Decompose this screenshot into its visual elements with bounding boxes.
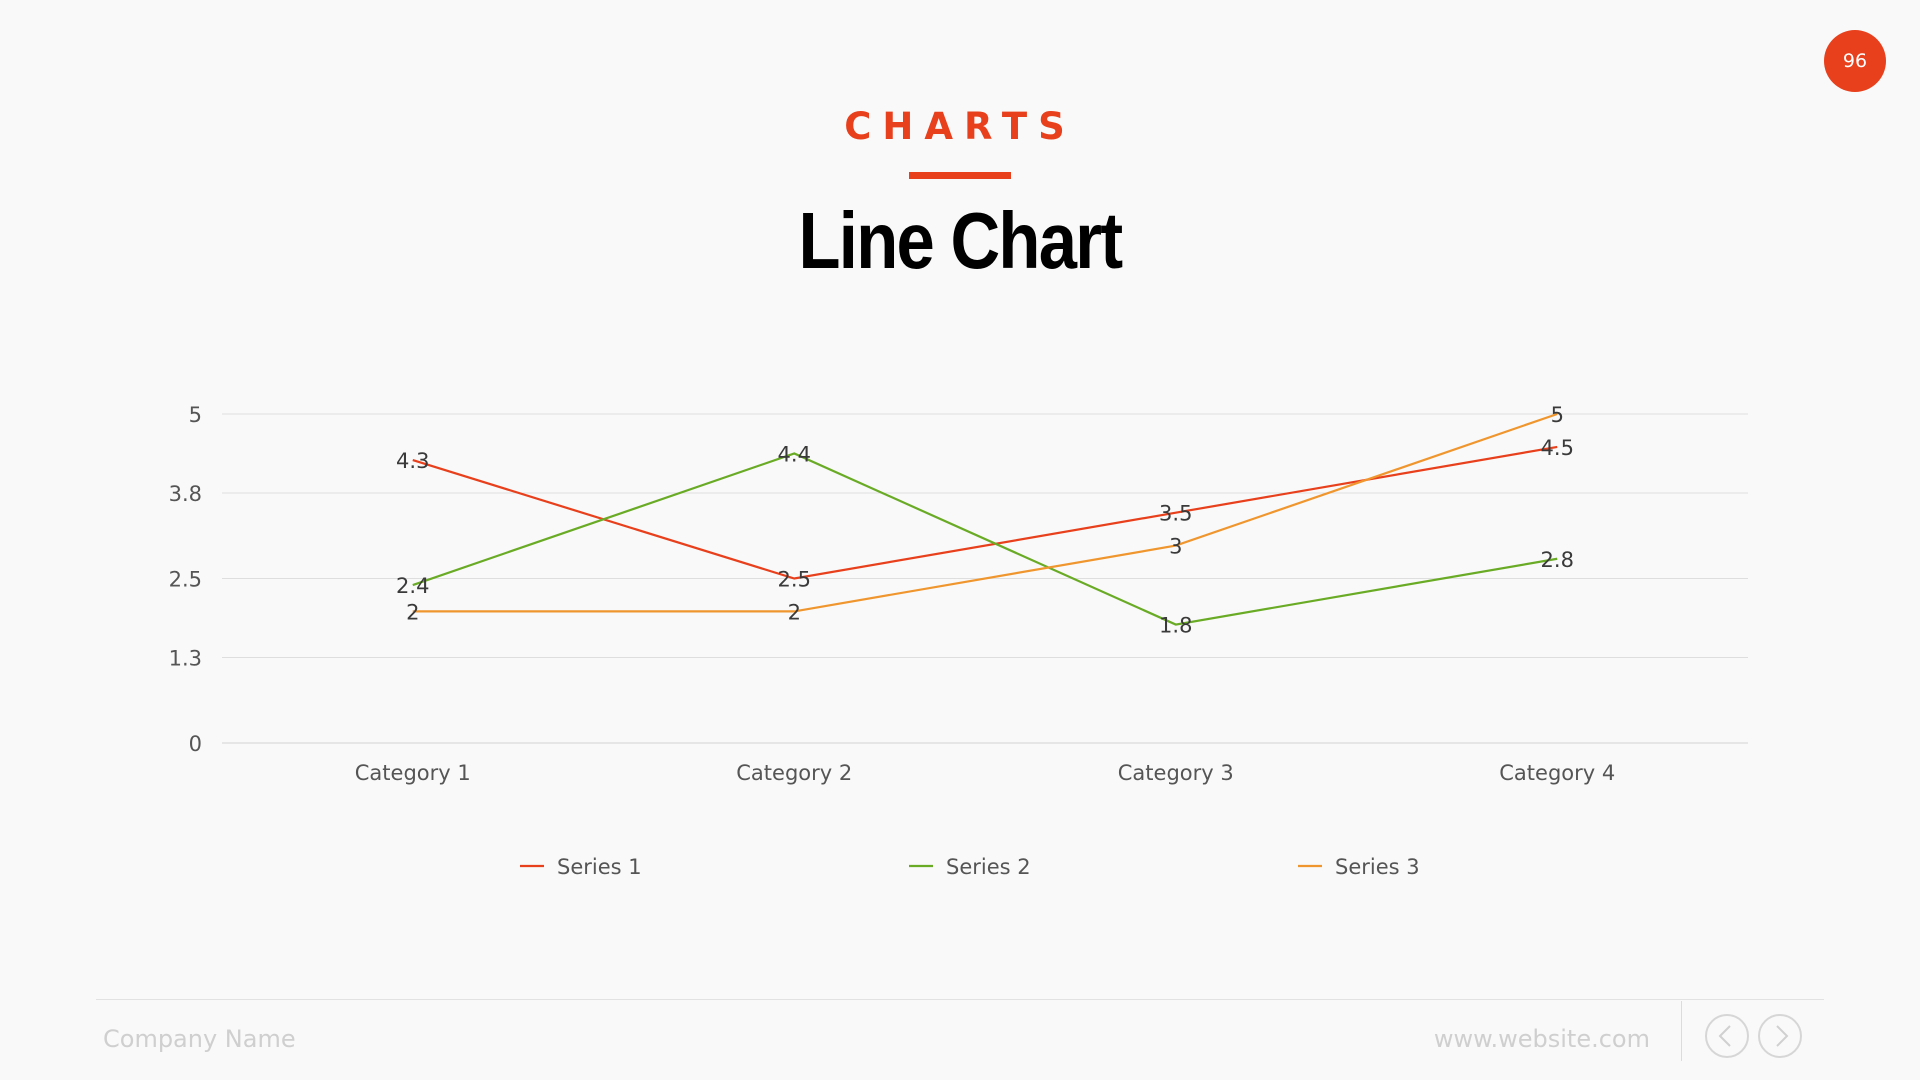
x-tick-label: Category 3 xyxy=(1118,761,1234,785)
data-label: 3.5 xyxy=(1159,502,1192,526)
data-label: 3 xyxy=(1169,535,1182,559)
y-tick-label: 1.3 xyxy=(169,646,202,670)
next-slide-button[interactable] xyxy=(1758,1014,1802,1058)
footer-divider-line xyxy=(96,999,1824,1000)
x-tick-label: Category 2 xyxy=(736,761,852,785)
legend-label-series-2: Series 2 xyxy=(946,855,1031,879)
data-label: 4.4 xyxy=(778,442,811,466)
series-1-line xyxy=(412,445,1558,580)
series-2-line xyxy=(412,452,1558,626)
section-eyebrow: CHARTS xyxy=(844,105,1076,148)
y-tick-label: 0 xyxy=(189,732,202,756)
company-name: Company Name xyxy=(103,1025,296,1053)
page-title: Line Chart xyxy=(798,196,1123,285)
y-tick-label: 3.8 xyxy=(169,482,202,506)
chevron-right-icon xyxy=(1776,1025,1789,1047)
data-label: 2.4 xyxy=(396,574,429,598)
data-label: 2.5 xyxy=(778,568,811,592)
x-tick-label: Category 4 xyxy=(1499,761,1615,785)
eyebrow-underline xyxy=(909,172,1011,179)
prev-slide-button[interactable] xyxy=(1705,1014,1749,1058)
chevron-left-icon xyxy=(1718,1025,1731,1047)
line-chart: 0 1.3 2.5 3.8 5 Category 1 Category 2 Category … xyxy=(169,403,1748,879)
data-label: 4.5 xyxy=(1541,436,1574,460)
data-label: 2 xyxy=(406,600,419,624)
data-label: 2 xyxy=(788,600,801,624)
data-label: 1.8 xyxy=(1159,614,1192,638)
data-label: 5 xyxy=(1551,403,1564,427)
website-url: www.website.com xyxy=(1433,1025,1650,1053)
y-tick-label: 2.5 xyxy=(169,568,202,592)
legend-label-series-1: Series 1 xyxy=(557,855,642,879)
x-tick-label: Category 1 xyxy=(355,761,471,785)
series-3-line xyxy=(412,412,1558,613)
data-label: 4.3 xyxy=(396,449,429,473)
data-label: 2.8 xyxy=(1541,548,1574,572)
page-number-badge: 96 xyxy=(1824,30,1886,92)
footer-vertical-divider xyxy=(1681,1001,1682,1061)
legend-label-series-3: Series 3 xyxy=(1335,855,1420,879)
y-tick-label: 5 xyxy=(189,403,202,427)
